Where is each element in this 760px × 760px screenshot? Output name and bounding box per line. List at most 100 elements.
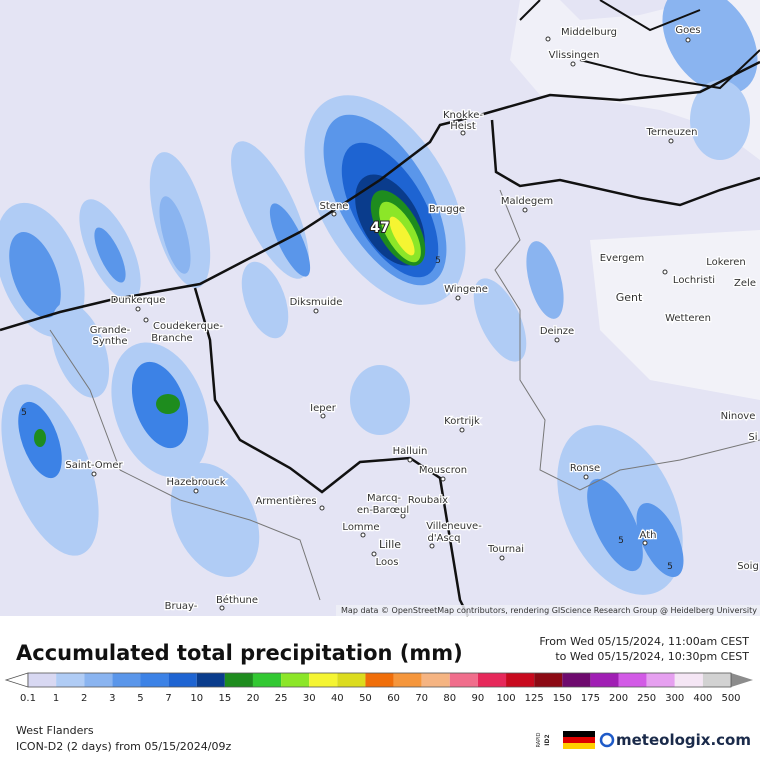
place-label: Diksmuide — [290, 297, 343, 308]
legend-swatch — [477, 673, 507, 687]
place-dot — [429, 543, 435, 549]
place-label: Stene — [320, 201, 349, 212]
legend-swatch — [590, 673, 619, 687]
place-dot — [91, 471, 97, 477]
dry-area — [590, 230, 760, 400]
place-dot — [522, 207, 528, 213]
place-label: Lille — [379, 538, 401, 551]
place-label: Coudekerque- — [153, 321, 223, 332]
rain-area — [389, 216, 415, 256]
place-label: Brugge — [429, 204, 465, 215]
legend-label: 60 — [387, 693, 400, 704]
place-label: Middelburg — [561, 27, 617, 38]
place-label: Lokeren — [706, 257, 745, 268]
time-from: From Wed 05/15/2024, 11:00am CEST — [539, 635, 749, 648]
place-dot — [662, 269, 668, 275]
badge-bottom: ID2 — [544, 734, 551, 745]
legend-swatch — [168, 673, 197, 687]
place-label: Gent — [616, 291, 643, 304]
legend-swatch — [534, 673, 563, 687]
legend-arrow-high — [731, 673, 753, 687]
place-label: Vlissingen — [549, 50, 600, 61]
region: West Flanders — [16, 724, 94, 737]
place-dot — [371, 551, 377, 557]
flag-stripe — [563, 737, 595, 743]
place-label: Villeneuve- — [426, 521, 482, 532]
legend-label: 500 — [721, 693, 740, 704]
legend-swatch — [224, 673, 253, 687]
legend-label: 0.1 — [20, 693, 36, 704]
badge-top: RAPID — [536, 732, 542, 747]
legend-swatch — [28, 673, 57, 687]
place-label: Zele — [734, 278, 756, 289]
map: Middelburg Goes Vlissingen Knokke- Heist… — [0, 0, 760, 617]
place-dot — [570, 61, 576, 67]
rain-area — [526, 241, 564, 319]
rain-area — [636, 502, 684, 578]
legend-swatch — [252, 673, 282, 687]
place-dot — [135, 306, 141, 312]
national-border — [490, 119, 760, 207]
place-dots — [91, 36, 691, 611]
place-dot — [440, 476, 446, 482]
place-dot — [554, 337, 560, 343]
legend-label: 50 — [359, 693, 372, 704]
legend-label: 70 — [415, 693, 428, 704]
legend-swatch — [140, 673, 169, 687]
place-label: Tournai — [487, 544, 524, 555]
legend-swatch — [196, 673, 225, 687]
contour-label: 5 — [435, 256, 441, 266]
place-label: Branche — [151, 333, 192, 344]
legend-swatch — [281, 673, 310, 687]
legend: 0.1 1 2 3 5 7 10 15 20 25 30 40 50 60 70 80 90 100 125 150 1… — [4, 672, 753, 704]
legend-label: 40 — [331, 693, 344, 704]
time-to: to Wed 05/15/2024, 10:30pm CEST — [555, 650, 749, 663]
place-dot — [583, 474, 589, 480]
rain-area — [350, 365, 410, 435]
place-labels: Middelburg Goes Vlissingen Knokke- Heist… — [64, 24, 760, 614]
place-label: Terneuzen — [645, 127, 697, 138]
attribution-bg — [336, 605, 760, 616]
place-label: Grande- — [90, 325, 131, 336]
rain-area — [159, 196, 191, 274]
brand-logo — [599, 732, 615, 748]
rain-area — [587, 478, 643, 572]
legend-swatch — [702, 673, 731, 687]
place-dot — [331, 211, 337, 217]
coastline — [519, 0, 760, 90]
place-label: Lomme — [342, 522, 379, 533]
place-dot — [668, 138, 674, 144]
place-dot — [313, 308, 319, 314]
rain-area — [269, 203, 311, 277]
place-dot — [642, 540, 648, 546]
place-label: Wingene — [444, 284, 488, 295]
place-label: Bruay- — [165, 601, 198, 612]
rain-area — [9, 232, 61, 318]
legend-swatch — [506, 673, 535, 687]
place-dot — [320, 413, 326, 419]
legend-label: 90 — [472, 693, 485, 704]
place-dot — [143, 317, 149, 323]
place-label: Soig — [737, 561, 759, 572]
legend-label: 400 — [693, 693, 712, 704]
place-label: Ronse — [570, 463, 600, 474]
flag-stripe — [563, 743, 595, 749]
place-label: Ath — [640, 530, 657, 541]
rain-area — [170, 463, 260, 577]
coastline — [0, 60, 760, 332]
national-border — [193, 287, 470, 617]
legend-arrow-low — [4, 672, 29, 688]
legend-label: 80 — [443, 693, 456, 704]
rain-area — [473, 278, 527, 362]
place-label: Deinze — [540, 326, 574, 337]
place-dot — [459, 427, 465, 433]
legend-swatch — [449, 673, 478, 687]
place-dot — [400, 513, 406, 519]
place-label: Roubaix — [408, 495, 448, 506]
place-label: Saint-Omer — [65, 460, 123, 471]
legend-label: 3 — [109, 693, 115, 704]
flag-germany — [563, 731, 595, 749]
place-label: Dunkerque — [111, 295, 166, 306]
place-label: Wetteren — [665, 313, 711, 324]
legend-label: 1 — [53, 693, 59, 704]
